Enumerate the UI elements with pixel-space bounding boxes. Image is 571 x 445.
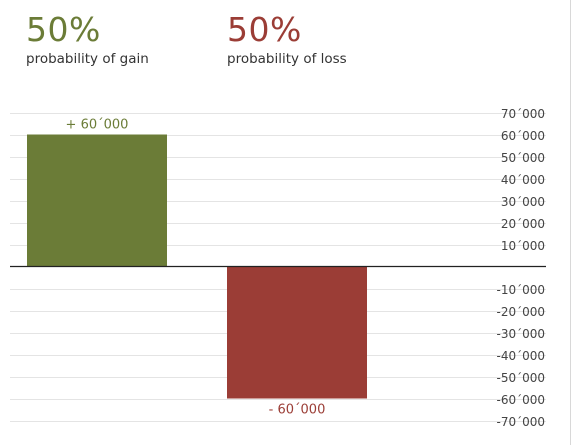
y-tick-label: -20´000	[496, 305, 545, 319]
y-tick-label: 30´000	[501, 195, 545, 209]
y-tick-label: 70´000	[501, 107, 545, 121]
loss-value-label: - 60´000	[269, 403, 326, 418]
y-tick-label: 20´000	[501, 217, 545, 231]
y-tick-label: -50´000	[496, 371, 545, 385]
y-tick-label: -40´000	[496, 349, 545, 363]
loss-percent: 50%	[227, 10, 302, 49]
gain-value-label: + 60´000	[66, 118, 129, 133]
y-tick-label: -60´000	[496, 393, 545, 407]
gain-bar	[27, 134, 167, 267]
y-tick-label: 40´000	[501, 173, 545, 187]
y-tick-label: -70´000	[496, 415, 545, 429]
y-tick-label: -10´000	[496, 283, 545, 297]
loss-bar	[227, 266, 367, 399]
y-tick-label: -30´000	[496, 327, 545, 341]
loss-stat: 50% probability of loss	[227, 12, 347, 68]
gain-percent: 50%	[26, 10, 101, 49]
gain-label: probability of gain	[26, 51, 149, 67]
gain-stat: 50% probability of gain	[26, 12, 149, 68]
y-tick-label: 50´000	[501, 151, 545, 165]
y-tick-label: 10´000	[501, 239, 545, 253]
loss-label: probability of loss	[227, 51, 347, 67]
y-tick-label: 60´000	[501, 129, 545, 143]
